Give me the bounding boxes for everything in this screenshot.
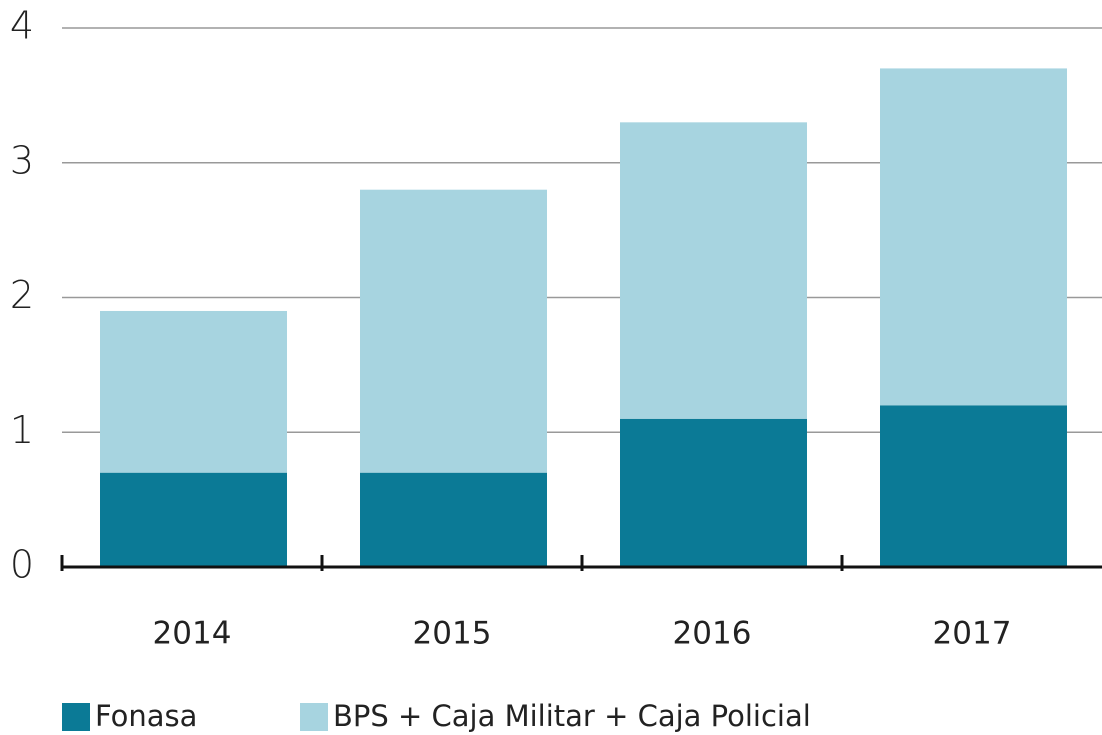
bar-segment xyxy=(620,418,807,567)
x-tick-label: 2017 xyxy=(933,616,1012,652)
bar-segment xyxy=(360,472,547,567)
bar-segment xyxy=(360,189,547,473)
y-tick-label: 2 xyxy=(10,273,34,317)
bar-segment xyxy=(880,405,1067,567)
y-tick-label: 3 xyxy=(10,138,34,182)
bar-segment xyxy=(100,310,287,473)
x-tick-label: 2016 xyxy=(673,616,752,652)
y-tick-label: 4 xyxy=(10,4,34,48)
bar-segment xyxy=(100,472,287,567)
bar-segment xyxy=(620,122,807,419)
legend-swatch xyxy=(300,703,328,731)
legend-label: BPS + Caja Militar + Caja Policial xyxy=(333,699,811,733)
bar-segment xyxy=(880,68,1067,406)
legend-label: Fonasa xyxy=(95,699,197,733)
y-tick-label: 0 xyxy=(10,543,34,587)
x-tick-label: 2015 xyxy=(413,616,492,652)
legend-swatch xyxy=(62,703,90,731)
x-tick-label: 2014 xyxy=(153,616,232,652)
y-tick-label: 1 xyxy=(10,408,34,452)
